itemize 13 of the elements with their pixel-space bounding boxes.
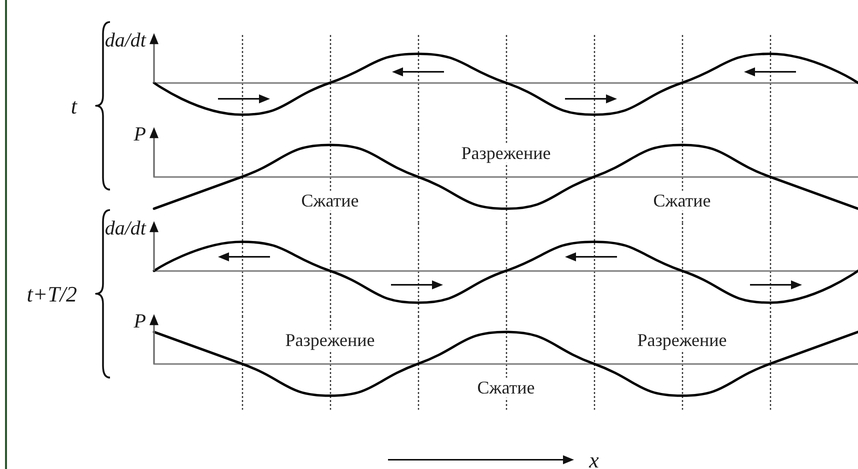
x-axis-title: x bbox=[588, 448, 600, 469]
annotation: Разрежение bbox=[461, 142, 551, 163]
y-axis-title: P bbox=[132, 123, 146, 146]
y-axis-title: da/dt bbox=[104, 217, 146, 240]
annotation: Сжатие bbox=[301, 190, 359, 210]
text: t bbox=[70, 93, 78, 118]
text: t+T/2 bbox=[26, 280, 77, 306]
y-axis-title: P bbox=[132, 310, 146, 333]
annotation: Сжатие bbox=[477, 378, 535, 398]
annotation: Сжатие bbox=[653, 190, 711, 210]
y-axis-title: da/dt bbox=[104, 30, 146, 52]
annotation: Разрежение bbox=[637, 330, 727, 350]
annotation: Разрежение bbox=[285, 330, 375, 350]
